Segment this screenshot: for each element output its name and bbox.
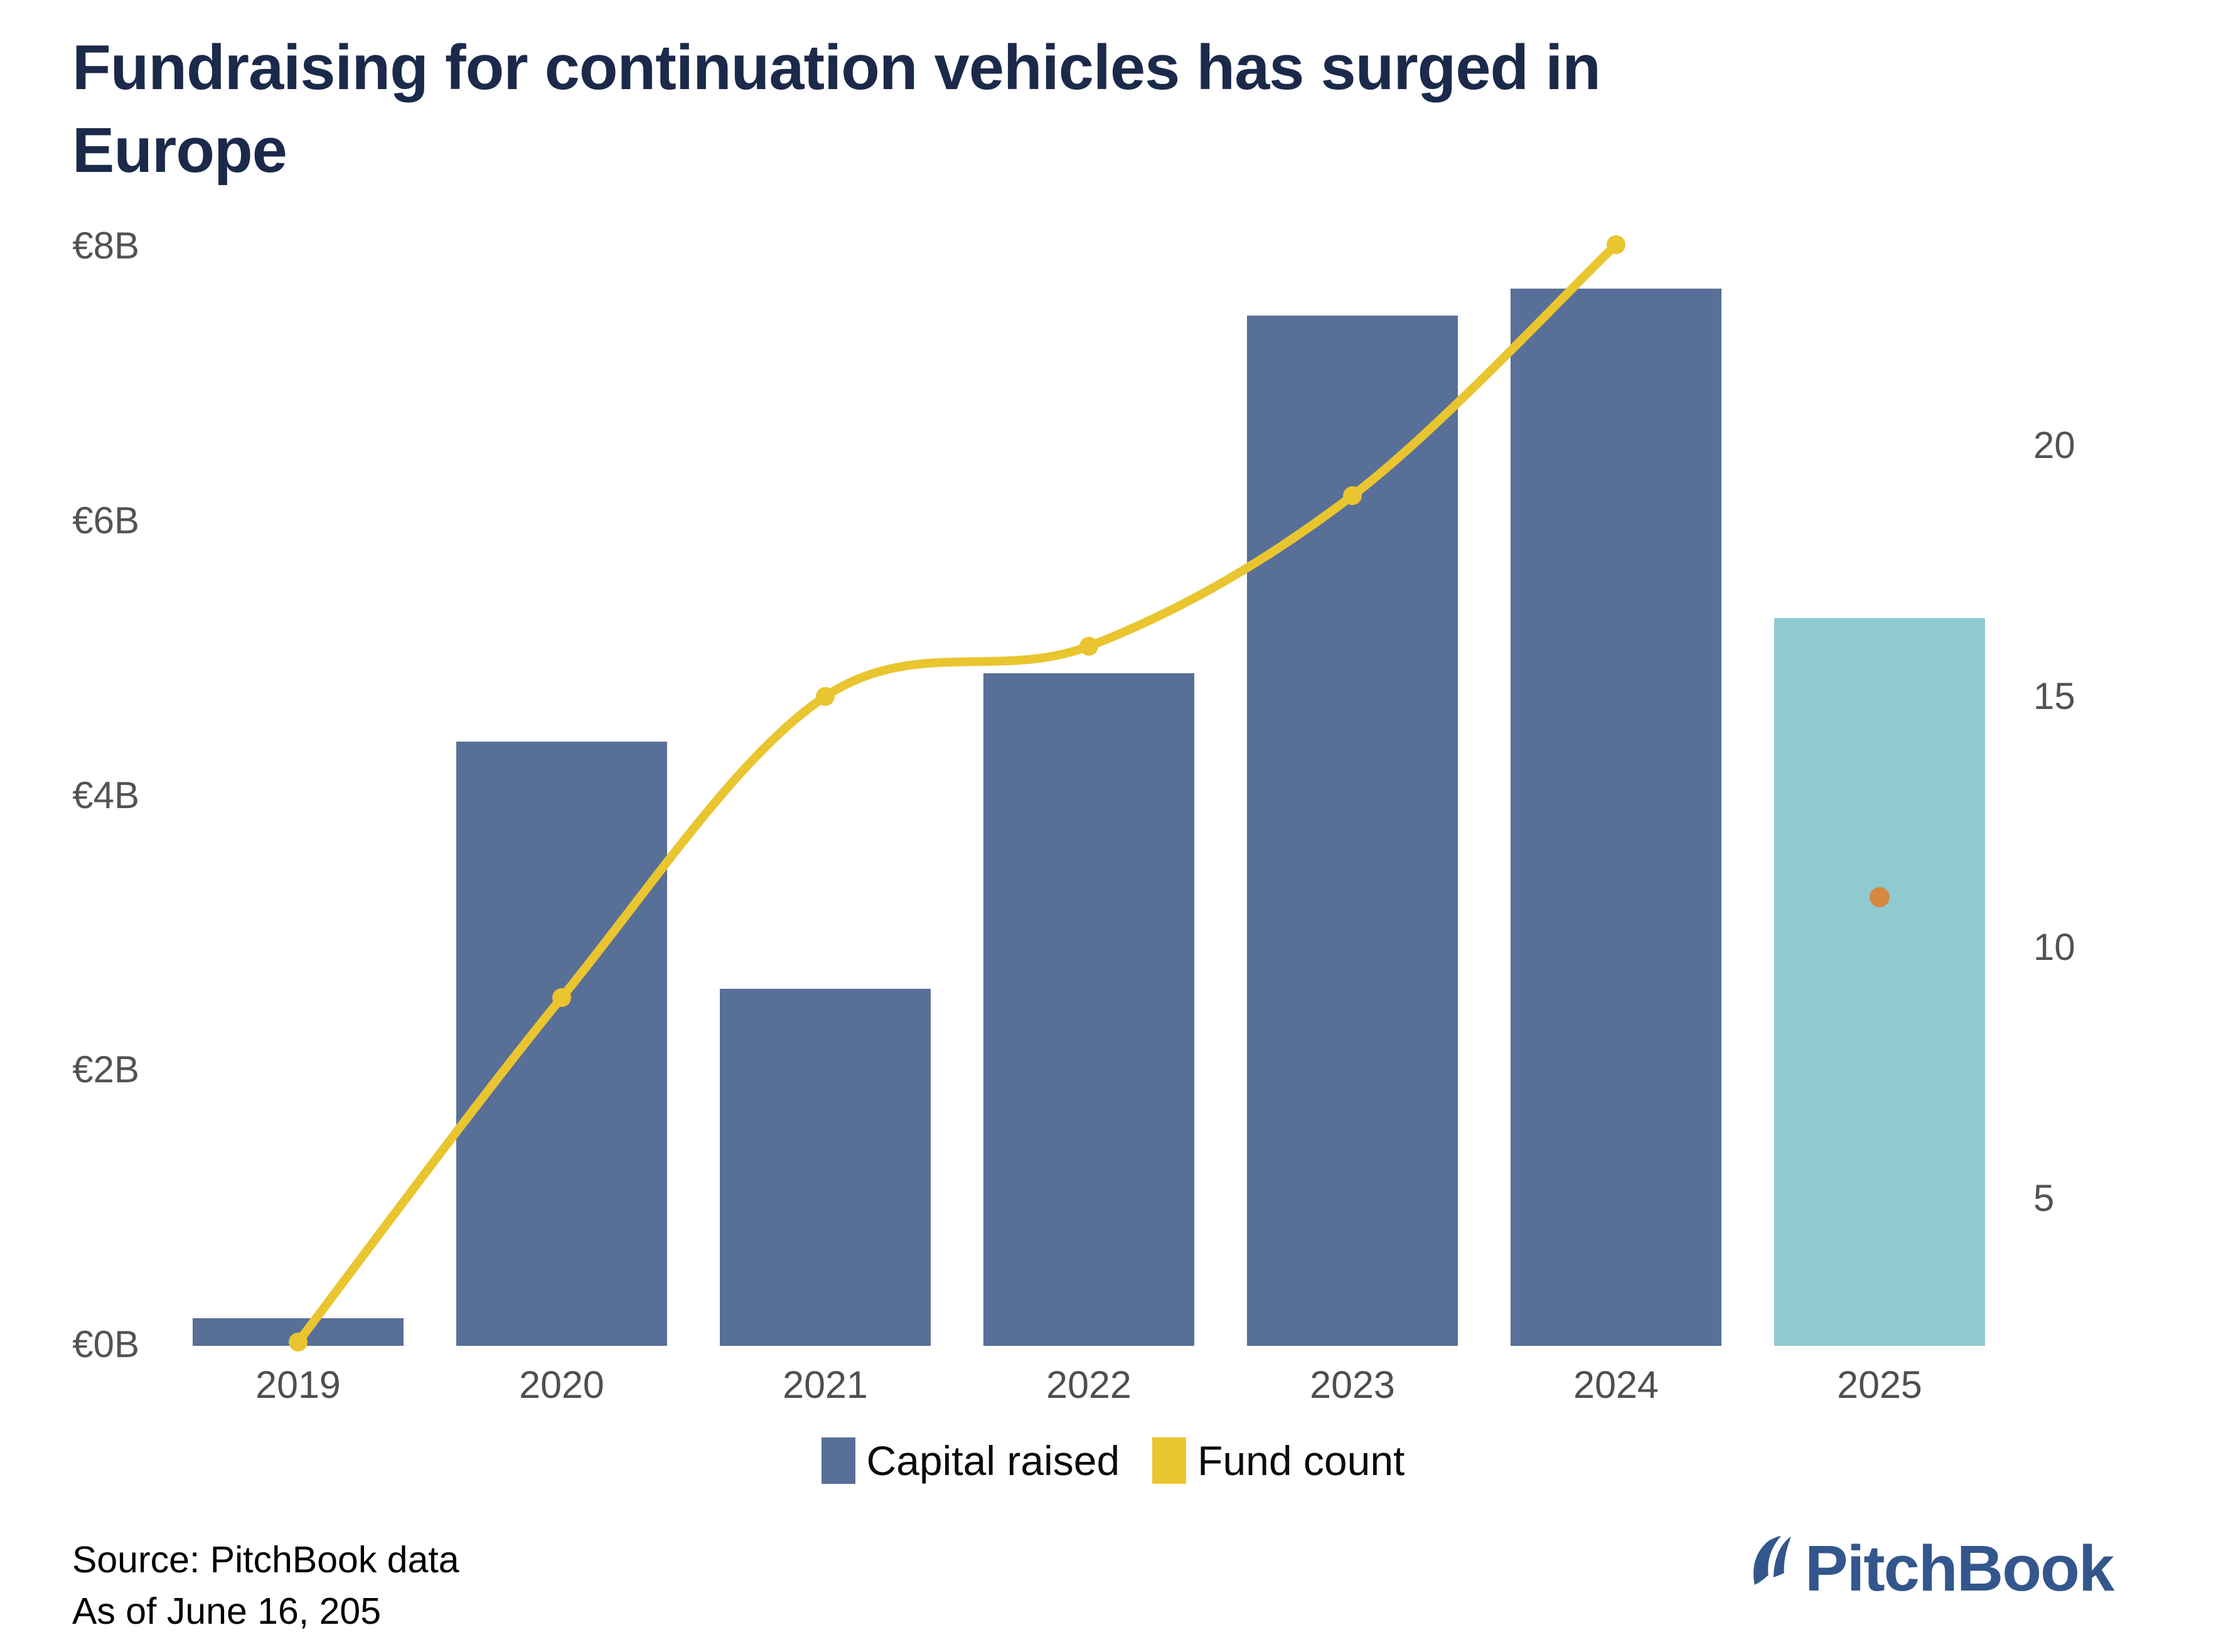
chart-title-line2: Europe [72,115,287,186]
legend: Capital raised Fund count [0,1437,2226,1484]
legend-label-0: Capital raised [866,1437,1120,1484]
as-of-line: As of June 16, 205 [72,1591,382,1632]
source-note: Source: PitchBook data As of June 16, 20… [72,1534,459,1637]
capital-raised-bar-2021 [720,988,931,1346]
right-axis-tick-20: 20 [2033,424,2075,466]
x-axis-label-2020: 2020 [519,1363,604,1406]
left-axis-tick-4: €4B [72,774,139,816]
chart-title-line1: Fundraising for continuation vehicles ha… [72,33,1601,103]
right-axis-tick-15: 15 [2033,675,2075,717]
pitchbook-feather-icon [1753,1536,1791,1585]
capital-raised-bar-2022 [983,673,1194,1346]
fund-count-point-2022 [1079,637,1098,656]
legend-swatch-0 [821,1437,855,1484]
x-axis-label-2023: 2023 [1310,1363,1395,1406]
left-axis-tick-6: €6B [72,499,139,541]
capital-raised-bar-2019 [193,1318,404,1346]
capital-raised-bar-2020 [456,741,667,1346]
legend-label-1: Fund count [1197,1437,1405,1484]
left-axis-tick-0: €0B [72,1323,139,1365]
left-axis-tick-8: €8B [72,225,139,267]
right-axis-tick-5: 5 [2033,1177,2055,1219]
left-axis-tick-2: €2B [72,1048,139,1091]
capital-raised-bar-2023 [1247,316,1458,1346]
chart-title: Fundraising for continuation vehicles ha… [72,26,2193,192]
fund-count-point-2024 [1607,235,1625,254]
fund-count-point-2021 [816,687,835,706]
x-axis-label-2025: 2025 [1837,1363,1922,1406]
legend-swatch-1 [1152,1437,1187,1484]
x-axis-label-2022: 2022 [1046,1363,1132,1406]
x-axis-label-2024: 2024 [1573,1363,1659,1406]
capital-raised-bar-2025 [1774,617,1985,1346]
x-axis-label-2021: 2021 [783,1363,868,1406]
legend-item-fund-count: Fund count [1152,1437,1405,1484]
capital-raised-bar-2024 [1511,288,1721,1346]
legend-item-capital-raised: Capital raised [821,1437,1120,1484]
x-axis-label-2019: 2019 [255,1363,341,1406]
pitchbook-logo-text: PitchBook [1805,1532,2114,1604]
pitchbook-logo: PitchBook [1750,1532,2114,1604]
source-line: Source: PitchBook data [72,1539,459,1580]
right-axis-tick-10: 10 [2033,926,2075,968]
